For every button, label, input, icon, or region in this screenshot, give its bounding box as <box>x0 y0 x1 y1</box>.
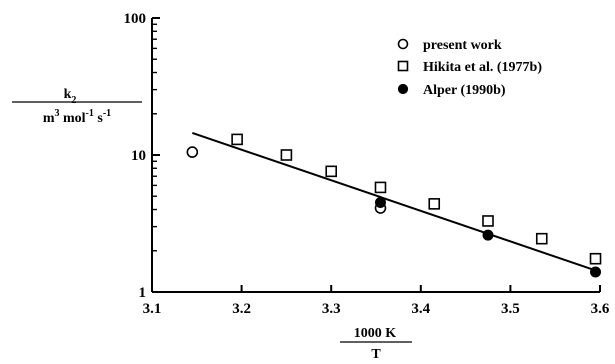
data-point-alper-1990b <box>374 197 386 209</box>
data-point-hikita-et-al-1977b <box>535 232 548 245</box>
x-tick-label: 3.6 <box>591 301 610 317</box>
y-tick-label: 10 <box>131 148 146 164</box>
data-point-hikita-et-al-1977b <box>280 149 293 161</box>
legend-label-alper: Alper (1990b) <box>423 83 506 98</box>
x-tick-label: 3.4 <box>411 301 430 317</box>
x-tick-label: 3.2 <box>232 301 251 317</box>
data-point-hikita-et-al-1977b <box>325 165 338 178</box>
x-tick-label: 3.1 <box>143 301 162 317</box>
fit-line <box>191 131 601 273</box>
y-axis-label: k2 m3 mol-1 s-1 <box>12 87 142 126</box>
y-tick-label: 1 <box>139 285 147 301</box>
x-axis-label-denominator: T <box>371 347 381 362</box>
y-axis-label-denominator: m3 mol-1 s-1 <box>43 108 111 126</box>
x-tick-label: 3.3 <box>322 301 341 317</box>
legend-marker-present-work <box>397 38 409 50</box>
axis-ticks <box>151 17 601 293</box>
legend-label-present-work: present work <box>423 38 502 53</box>
data-point-alper-1990b <box>482 229 494 241</box>
data-point-hikita-et-al-1977b <box>231 133 243 146</box>
tick-labels: 3.1 3.2 3.3 3.4 3.5 3.6 1 10 100 <box>124 11 610 317</box>
legend-label-hikita: Hikita et al. (1977b) <box>423 60 542 75</box>
legend-marker-alper <box>397 83 409 95</box>
y-tick-label: 100 <box>124 11 147 27</box>
data-point-present-work <box>186 146 199 158</box>
data-point-hikita-et-al-1977b <box>428 198 441 210</box>
data-point-hikita-et-al-1977b <box>589 252 602 265</box>
y-axis-label-numerator: k2 <box>64 87 77 106</box>
data-point-hikita-et-al-1977b <box>482 215 494 227</box>
x-axis-label-numerator: 1000 K <box>354 326 397 341</box>
data-point-alper-1990b <box>590 266 602 278</box>
legend: present work Hikita et al. (1977b) Alper… <box>397 38 542 98</box>
data-point-hikita-et-al-1977b <box>374 181 387 194</box>
legend-marker-hikita <box>397 60 409 72</box>
plot-area <box>186 131 602 278</box>
x-tick-label: 3.5 <box>501 301 520 317</box>
x-axis-label: 1000 K T <box>340 326 412 362</box>
